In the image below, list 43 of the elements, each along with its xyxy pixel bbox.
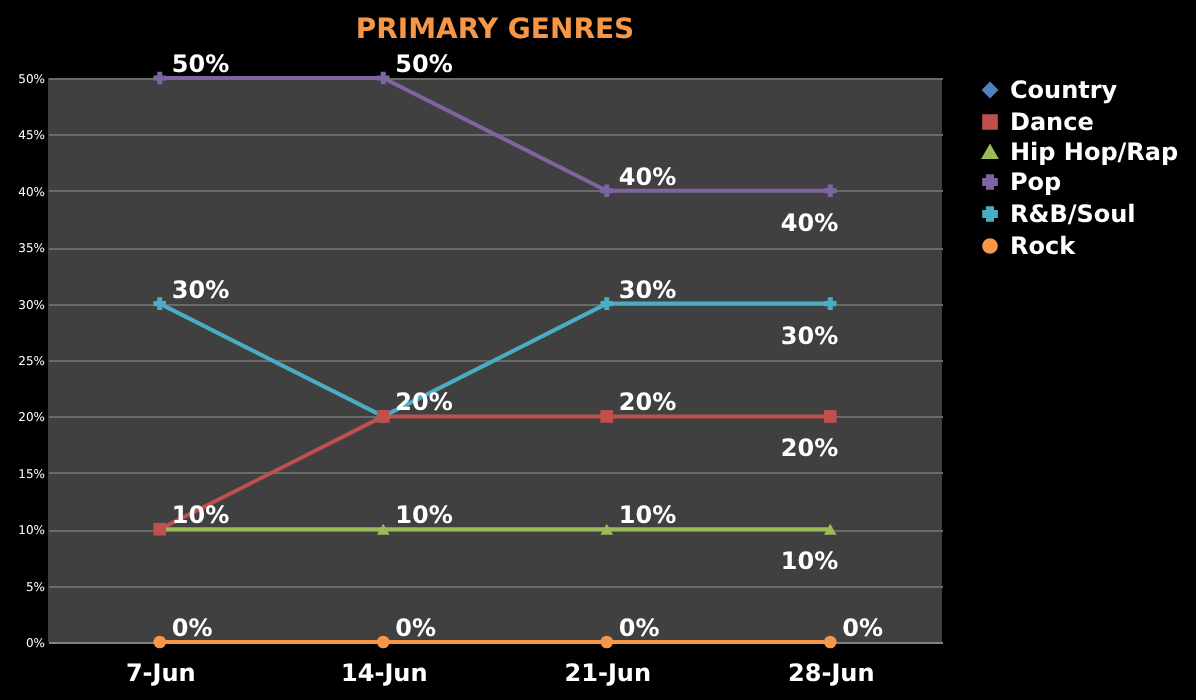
point xyxy=(600,523,614,535)
data-label: 30% xyxy=(780,321,839,350)
data-label: 20% xyxy=(618,388,677,417)
chart-title: PRIMARY GENRES xyxy=(355,14,635,46)
data-label: 0% xyxy=(842,614,883,642)
point xyxy=(600,297,614,310)
data-label: 0% xyxy=(618,614,660,642)
x-tick-label: 14-Jun xyxy=(341,659,428,687)
x-tick-label: 21-Jun xyxy=(564,659,651,687)
point xyxy=(376,71,390,85)
data-label: 10% xyxy=(780,547,839,576)
legend-label: Pop xyxy=(1010,168,1063,196)
point xyxy=(600,635,614,649)
data-label: 40% xyxy=(780,208,839,237)
data-label: 0% xyxy=(395,614,436,642)
legend-label: Hip Hop/Rap xyxy=(1010,138,1180,166)
data-label: 10% xyxy=(395,501,453,530)
point xyxy=(823,523,837,535)
data-label: 40% xyxy=(618,162,677,191)
x-tick-label: 7-Jun xyxy=(125,659,196,687)
point xyxy=(823,297,837,310)
point xyxy=(153,635,167,649)
data-label: 30% xyxy=(618,275,677,304)
point xyxy=(600,184,614,198)
point xyxy=(823,635,837,649)
legend-label: Dance xyxy=(1010,108,1094,136)
data-label: 50% xyxy=(171,50,230,78)
x-tick-label: 28-Jun xyxy=(788,659,875,687)
legend-label: R&B/Soul xyxy=(1010,200,1136,228)
point xyxy=(823,410,837,423)
legend-label: Country xyxy=(1010,76,1118,104)
legend-label: Rock xyxy=(1010,232,1078,260)
point xyxy=(153,297,167,310)
data-label: 30% xyxy=(171,275,230,304)
point xyxy=(153,71,167,85)
point xyxy=(376,635,390,649)
data-label: 50% xyxy=(395,50,453,78)
point xyxy=(600,410,614,423)
point xyxy=(823,184,837,198)
data-label: 20% xyxy=(780,434,839,463)
data-label: 10% xyxy=(618,501,677,530)
data-label: 0% xyxy=(171,614,213,642)
point xyxy=(376,523,390,535)
